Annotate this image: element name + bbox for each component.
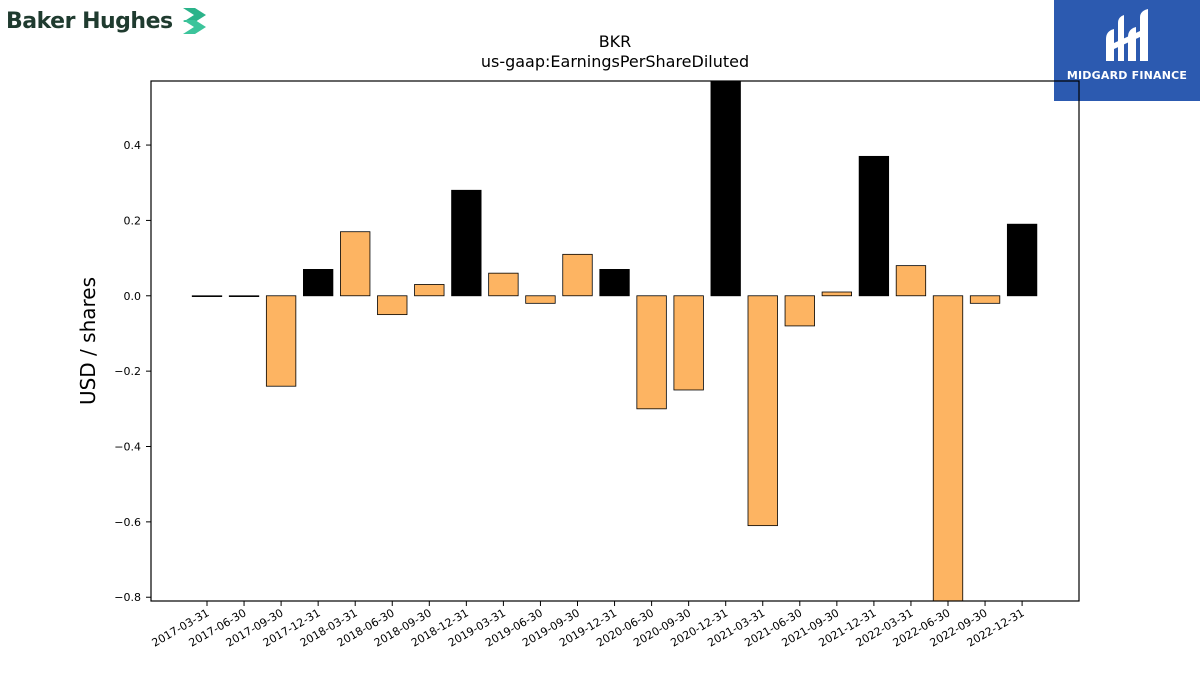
y-tick-label: −0.4 bbox=[114, 441, 141, 454]
bar-2022-06-30 bbox=[932, 295, 964, 601]
bar-2021-03-31 bbox=[747, 295, 778, 527]
bar-2018-03-31 bbox=[340, 231, 371, 297]
y-tick-label: −0.2 bbox=[114, 365, 141, 378]
bar-2020-09-30 bbox=[673, 295, 704, 391]
bar-2019-03-31 bbox=[488, 272, 519, 297]
bar-2017-12-31 bbox=[302, 269, 334, 297]
y-tick-label: −0.6 bbox=[114, 516, 141, 529]
bars-group bbox=[191, 81, 1038, 601]
bar-2022-12-31 bbox=[1006, 223, 1038, 297]
y-tick-label: 0.2 bbox=[124, 214, 142, 227]
partner-name: MIDGARD FINANCE bbox=[1066, 69, 1188, 82]
y-tick-label: 0.0 bbox=[124, 290, 142, 303]
brand-chevron-icon bbox=[182, 8, 206, 34]
x-axis-ticks: 2017-03-312017-06-302017-09-302017-12-31… bbox=[150, 601, 1027, 650]
bar-2017-03-31 bbox=[191, 295, 223, 297]
chart-subtitle: us-gaap:EarningsPerShareDiluted bbox=[480, 52, 750, 71]
bar-2019-06-30 bbox=[525, 295, 556, 304]
bar-2020-06-30 bbox=[636, 295, 667, 410]
bar-2021-06-30 bbox=[784, 295, 815, 327]
y-axis-label: USD / shares bbox=[76, 277, 100, 405]
bar-2019-12-31 bbox=[599, 269, 630, 297]
brand-logo: Baker Hughes bbox=[6, 4, 211, 38]
bar-2018-06-30 bbox=[377, 295, 408, 316]
bar-2018-12-31 bbox=[451, 189, 482, 297]
brand-name: Baker Hughes bbox=[6, 8, 173, 34]
y-tick-label: 0.4 bbox=[124, 139, 142, 152]
chart-title-block: BKR us-gaap:EarningsPerShareDiluted bbox=[365, 32, 865, 72]
partner-logo-icon bbox=[1106, 9, 1148, 61]
bar-2022-03-31 bbox=[895, 265, 927, 297]
y-axis-ticks: −0.8 −0.6 −0.4 −0.2 0.0 0.2 0.4 bbox=[114, 139, 151, 604]
bar-2018-09-30 bbox=[414, 284, 445, 297]
bar-2021-09-30 bbox=[821, 291, 852, 297]
partner-badge: MIDGARD FINANCE bbox=[1054, 0, 1200, 101]
bar-2020-12-31 bbox=[710, 81, 741, 297]
y-tick-label: −0.8 bbox=[114, 591, 141, 604]
bar-2021-12-31 bbox=[858, 155, 890, 297]
chart-title: BKR bbox=[598, 32, 632, 51]
bar-2017-06-30 bbox=[228, 295, 260, 297]
plot-frame bbox=[150, 80, 1080, 602]
bar-2019-09-30 bbox=[562, 253, 593, 297]
bar-2022-09-30 bbox=[969, 295, 1001, 304]
bar-2017-09-30 bbox=[265, 295, 297, 387]
